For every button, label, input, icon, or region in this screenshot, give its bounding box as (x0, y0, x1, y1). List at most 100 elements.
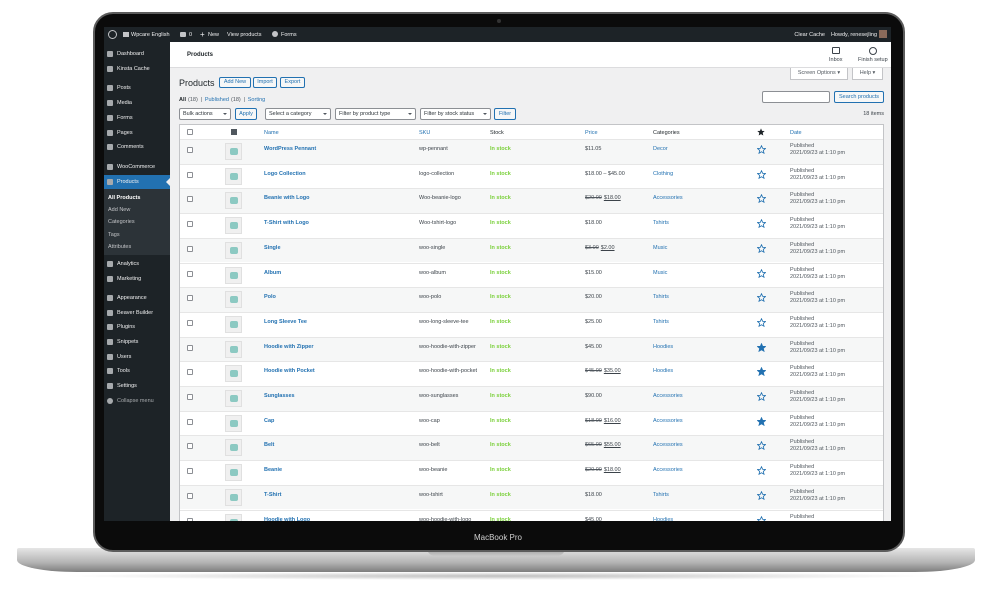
filter-button[interactable]: Filter (494, 108, 516, 120)
menu-label[interactable]: Plugins (117, 324, 136, 330)
product-thumbnail[interactable] (225, 241, 242, 259)
featured-star[interactable] (757, 219, 766, 229)
product-thumbnail[interactable] (225, 315, 242, 333)
menu-item[interactable]: Marketing (104, 272, 170, 286)
featured-star[interactable] (757, 342, 766, 352)
menu-label[interactable]: Pages (117, 130, 133, 136)
menu-label[interactable]: Settings (117, 383, 137, 389)
row-checkbox[interactable] (187, 517, 193, 521)
sku-column[interactable]: SKU (419, 130, 431, 136)
product-category[interactable]: Decor (653, 146, 668, 152)
row-checkbox[interactable] (187, 418, 193, 425)
menu-item[interactable]: Kinsta Cache (104, 62, 170, 76)
menu-label[interactable]: Tools (117, 368, 130, 374)
menu-label[interactable]: Snippets (117, 339, 139, 345)
product-category[interactable]: Accessories (653, 417, 683, 424)
product-thumbnail[interactable] (225, 266, 242, 284)
product-name[interactable]: Hoodie with Pocket (264, 368, 315, 375)
menu-item[interactable]: Plugins (104, 320, 170, 334)
finish-setup-icon[interactable] (869, 47, 877, 55)
row-checkbox[interactable] (187, 196, 193, 203)
featured-star[interactable] (757, 268, 766, 278)
product-thumbnail[interactable] (225, 291, 242, 309)
product-category[interactable]: Clothing (653, 170, 674, 177)
menu-label[interactable]: Kinsta Cache (117, 66, 150, 72)
product-category[interactable]: Accessories (653, 467, 683, 474)
row-checkbox[interactable] (187, 344, 193, 351)
submenu-item[interactable]: Categories (108, 219, 135, 226)
stock-select[interactable]: Filter by stock status (420, 108, 491, 120)
wp-logo[interactable] (108, 30, 117, 39)
inbox-icon[interactable] (832, 47, 840, 54)
product-name[interactable]: Hoodie with Zipper (264, 343, 314, 350)
menu-item[interactable]: Snippets (104, 335, 170, 349)
menu-item[interactable]: Settings (104, 379, 170, 393)
product-category[interactable]: Hoodies (653, 343, 674, 350)
product-thumbnail[interactable] (225, 365, 242, 383)
heading-action[interactable]: Import (253, 77, 277, 88)
menu-item[interactable]: Dashboard (104, 47, 170, 61)
row-checkbox[interactable] (187, 245, 193, 252)
site-name[interactable]: Wpcare English (131, 32, 170, 38)
product-thumbnail[interactable] (225, 192, 242, 210)
menu-label[interactable]: Products (117, 179, 139, 185)
menu-item[interactable]: Users (104, 350, 170, 364)
menu-label[interactable]: Beaver Builder (117, 310, 154, 316)
product-category[interactable]: Music (653, 244, 668, 251)
view-products-link[interactable]: View products (227, 32, 262, 38)
featured-star[interactable] (757, 145, 766, 154)
featured-star[interactable] (757, 317, 766, 327)
name-column[interactable]: Name (264, 130, 279, 136)
featured-star[interactable] (757, 490, 766, 500)
submenu-item[interactable]: Attributes (108, 243, 132, 250)
featured-star[interactable] (757, 466, 766, 476)
featured-star[interactable] (757, 169, 766, 179)
row-checkbox[interactable] (187, 443, 193, 450)
menu-label[interactable]: Media (117, 100, 132, 106)
row-checkbox[interactable] (187, 319, 193, 326)
row-checkbox[interactable] (187, 270, 193, 277)
product-thumbnail[interactable] (225, 340, 242, 358)
price-column[interactable]: Price (585, 130, 598, 136)
menu-item[interactable]: Posts (104, 81, 170, 95)
view-link[interactable]: All (179, 97, 187, 103)
row-checkbox[interactable] (187, 295, 193, 302)
product-name[interactable]: Album (264, 269, 282, 276)
collapse-label[interactable]: Collapse menu (117, 398, 154, 404)
product-name[interactable]: T-Shirt (264, 491, 282, 498)
screen-options-label[interactable]: Screen Options (797, 70, 836, 76)
featured-star[interactable] (757, 392, 766, 401)
featured-star[interactable] (757, 293, 766, 303)
search-input[interactable] (762, 91, 830, 103)
product-name[interactable]: WordPress Pennant (264, 146, 317, 152)
product-thumbnail[interactable] (225, 217, 242, 235)
menu-label[interactable]: Marketing (117, 276, 142, 282)
type-select[interactable]: Filter by product type (335, 108, 416, 120)
menu-item[interactable]: Products (104, 175, 170, 189)
menu-label[interactable]: Users (117, 354, 132, 360)
menu-label[interactable]: Comments (117, 144, 144, 150)
product-category[interactable]: Tshirts (653, 491, 669, 498)
collapse-menu[interactable]: Collapse menu (104, 394, 170, 408)
product-category[interactable]: Hoodies (653, 368, 674, 375)
heading-action[interactable]: Add New (219, 77, 251, 88)
submenu-item[interactable]: All Products (108, 195, 141, 201)
finish-setup-label[interactable]: Finish setup (858, 57, 888, 63)
help-label[interactable]: Help (859, 70, 871, 76)
product-thumbnail[interactable] (225, 439, 242, 457)
product-name[interactable]: Single (264, 244, 281, 251)
product-name[interactable]: Belt (264, 442, 275, 449)
product-thumbnail[interactable] (225, 464, 242, 482)
howdy-link[interactable]: Howdy, renesejling (830, 32, 877, 38)
product-thumbnail[interactable] (225, 513, 242, 521)
submenu-item[interactable]: Tags (108, 231, 120, 238)
menu-item[interactable]: Forms (104, 111, 170, 125)
menu-item[interactable]: Tools (104, 364, 170, 378)
product-name[interactable]: Long Sleeve Tee (264, 318, 307, 325)
row-checkbox[interactable] (187, 221, 193, 228)
product-name[interactable]: Polo (264, 294, 276, 301)
date-column[interactable]: Date (790, 130, 802, 136)
product-category[interactable]: Accessories (653, 195, 683, 202)
menu-item[interactable]: WooCommerce (104, 160, 170, 174)
product-name[interactable]: Cap (264, 417, 275, 424)
